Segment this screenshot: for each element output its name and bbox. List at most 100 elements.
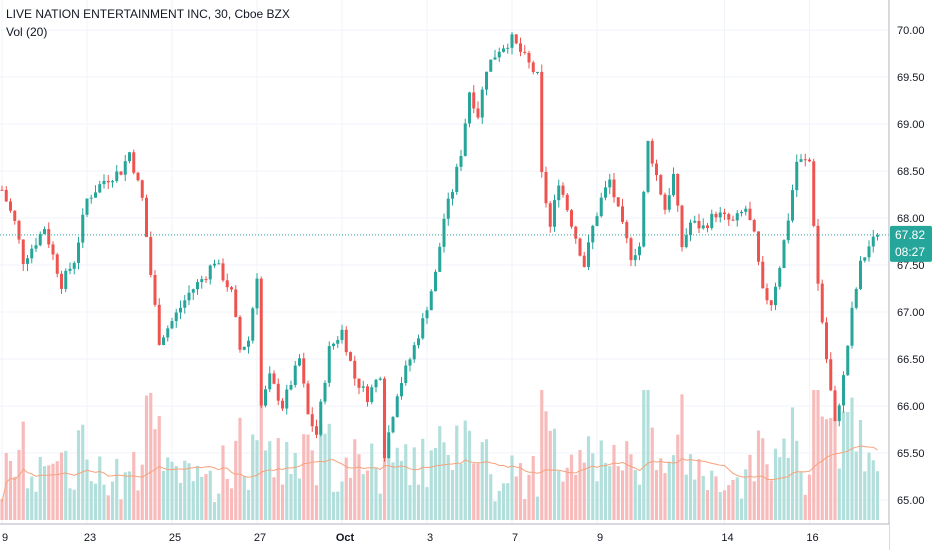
volume-bar [195,465,200,520]
candle-body [400,383,403,397]
candle-body [480,89,484,118]
candle-body [808,159,811,162]
volume-bar [370,443,374,520]
volume-bar [650,427,654,520]
volume-bar [782,438,786,520]
volume-bar [59,452,64,520]
candle-body [251,308,255,341]
candle-body [595,216,599,226]
candle-body [268,373,272,390]
candle-body [553,200,556,227]
volume-bar [123,472,127,520]
candle-body [357,378,361,388]
candle-body [701,225,705,229]
price-axis[interactable]: 70.00 69.50 69.00 68.50 68.00 67.50 67.00 66.50… [897,25,925,507]
candle-body [323,382,327,402]
candle-body [361,386,365,388]
volume-bar [569,454,574,520]
candle-body [285,389,289,409]
volume-bar [276,438,280,520]
volume-bar [374,467,378,520]
candle-body [680,205,684,248]
candle-body [230,287,233,290]
candle-body [55,254,59,274]
candle-body [493,57,497,60]
volume-bar [280,484,285,520]
volume-bar [565,467,569,520]
volume-bar [204,473,208,520]
candle-body [187,292,191,301]
volume-bar [212,502,217,520]
candle-body [536,71,539,73]
candle-body [149,237,153,275]
candle-body [417,338,420,346]
candle-body [867,246,871,258]
volume-bar [255,440,259,520]
volume-bar [480,442,484,520]
candle-body [221,263,225,281]
volume-bar [544,411,548,520]
candle-body [706,225,709,229]
volume-bar [790,407,795,520]
volume-bar [93,483,98,520]
volume-bar [378,493,382,520]
candle-body [374,379,378,388]
volume-bar [531,456,535,520]
volume-bar [0,498,4,520]
candle-body [531,62,535,72]
volume-bar [238,417,242,520]
volume-bar [875,471,880,520]
time-axis[interactable]: 9232527Oct379141621 [2,532,932,544]
volume-bar [701,475,705,520]
volume-bar [89,481,93,520]
candlesticks [0,32,879,462]
volume-bar [595,481,599,520]
candle-body [718,212,722,218]
volume-bar [187,463,191,520]
candle-body [4,189,8,202]
volume-bar [484,439,489,520]
volume-bar [395,447,399,520]
volume-bar [98,456,102,520]
candle-body [778,267,782,287]
candle-body [442,218,446,247]
volume-bar [4,452,8,520]
candle-body [404,365,408,384]
volume-bar [115,458,119,520]
volume-bar [697,459,701,520]
candle-body [196,282,199,290]
volume-bar [170,461,174,520]
candle-body [94,192,97,198]
volume-bar [42,466,47,520]
price-tick-label: 67.50 [897,260,925,272]
candle-body [582,255,586,267]
candle-body [64,270,68,289]
volume-bar [871,460,875,520]
candle-body [85,198,89,215]
candle-body [523,51,527,53]
candle-body [544,171,548,204]
candle-body [353,360,357,379]
volume-bar [136,490,140,520]
volume-bar [446,454,450,520]
candle-body [854,288,858,308]
candle-body [51,244,55,255]
volume-bar [293,452,297,520]
volume-bar [829,417,833,520]
time-tick-label: 23 [84,532,96,544]
volume-bar [34,491,38,520]
volume-bar [506,483,510,520]
candle-body [497,51,501,58]
candle-body [247,340,250,347]
volume-bar [119,499,123,520]
volume-bar [629,454,633,520]
volume-bar [684,474,688,520]
candle-body [502,48,505,52]
volume-bar [654,470,659,520]
volume-bar [225,478,229,520]
candle-body [17,220,21,240]
volume-bar [361,474,365,520]
volume-bar [166,457,170,520]
candle-body [740,211,743,214]
